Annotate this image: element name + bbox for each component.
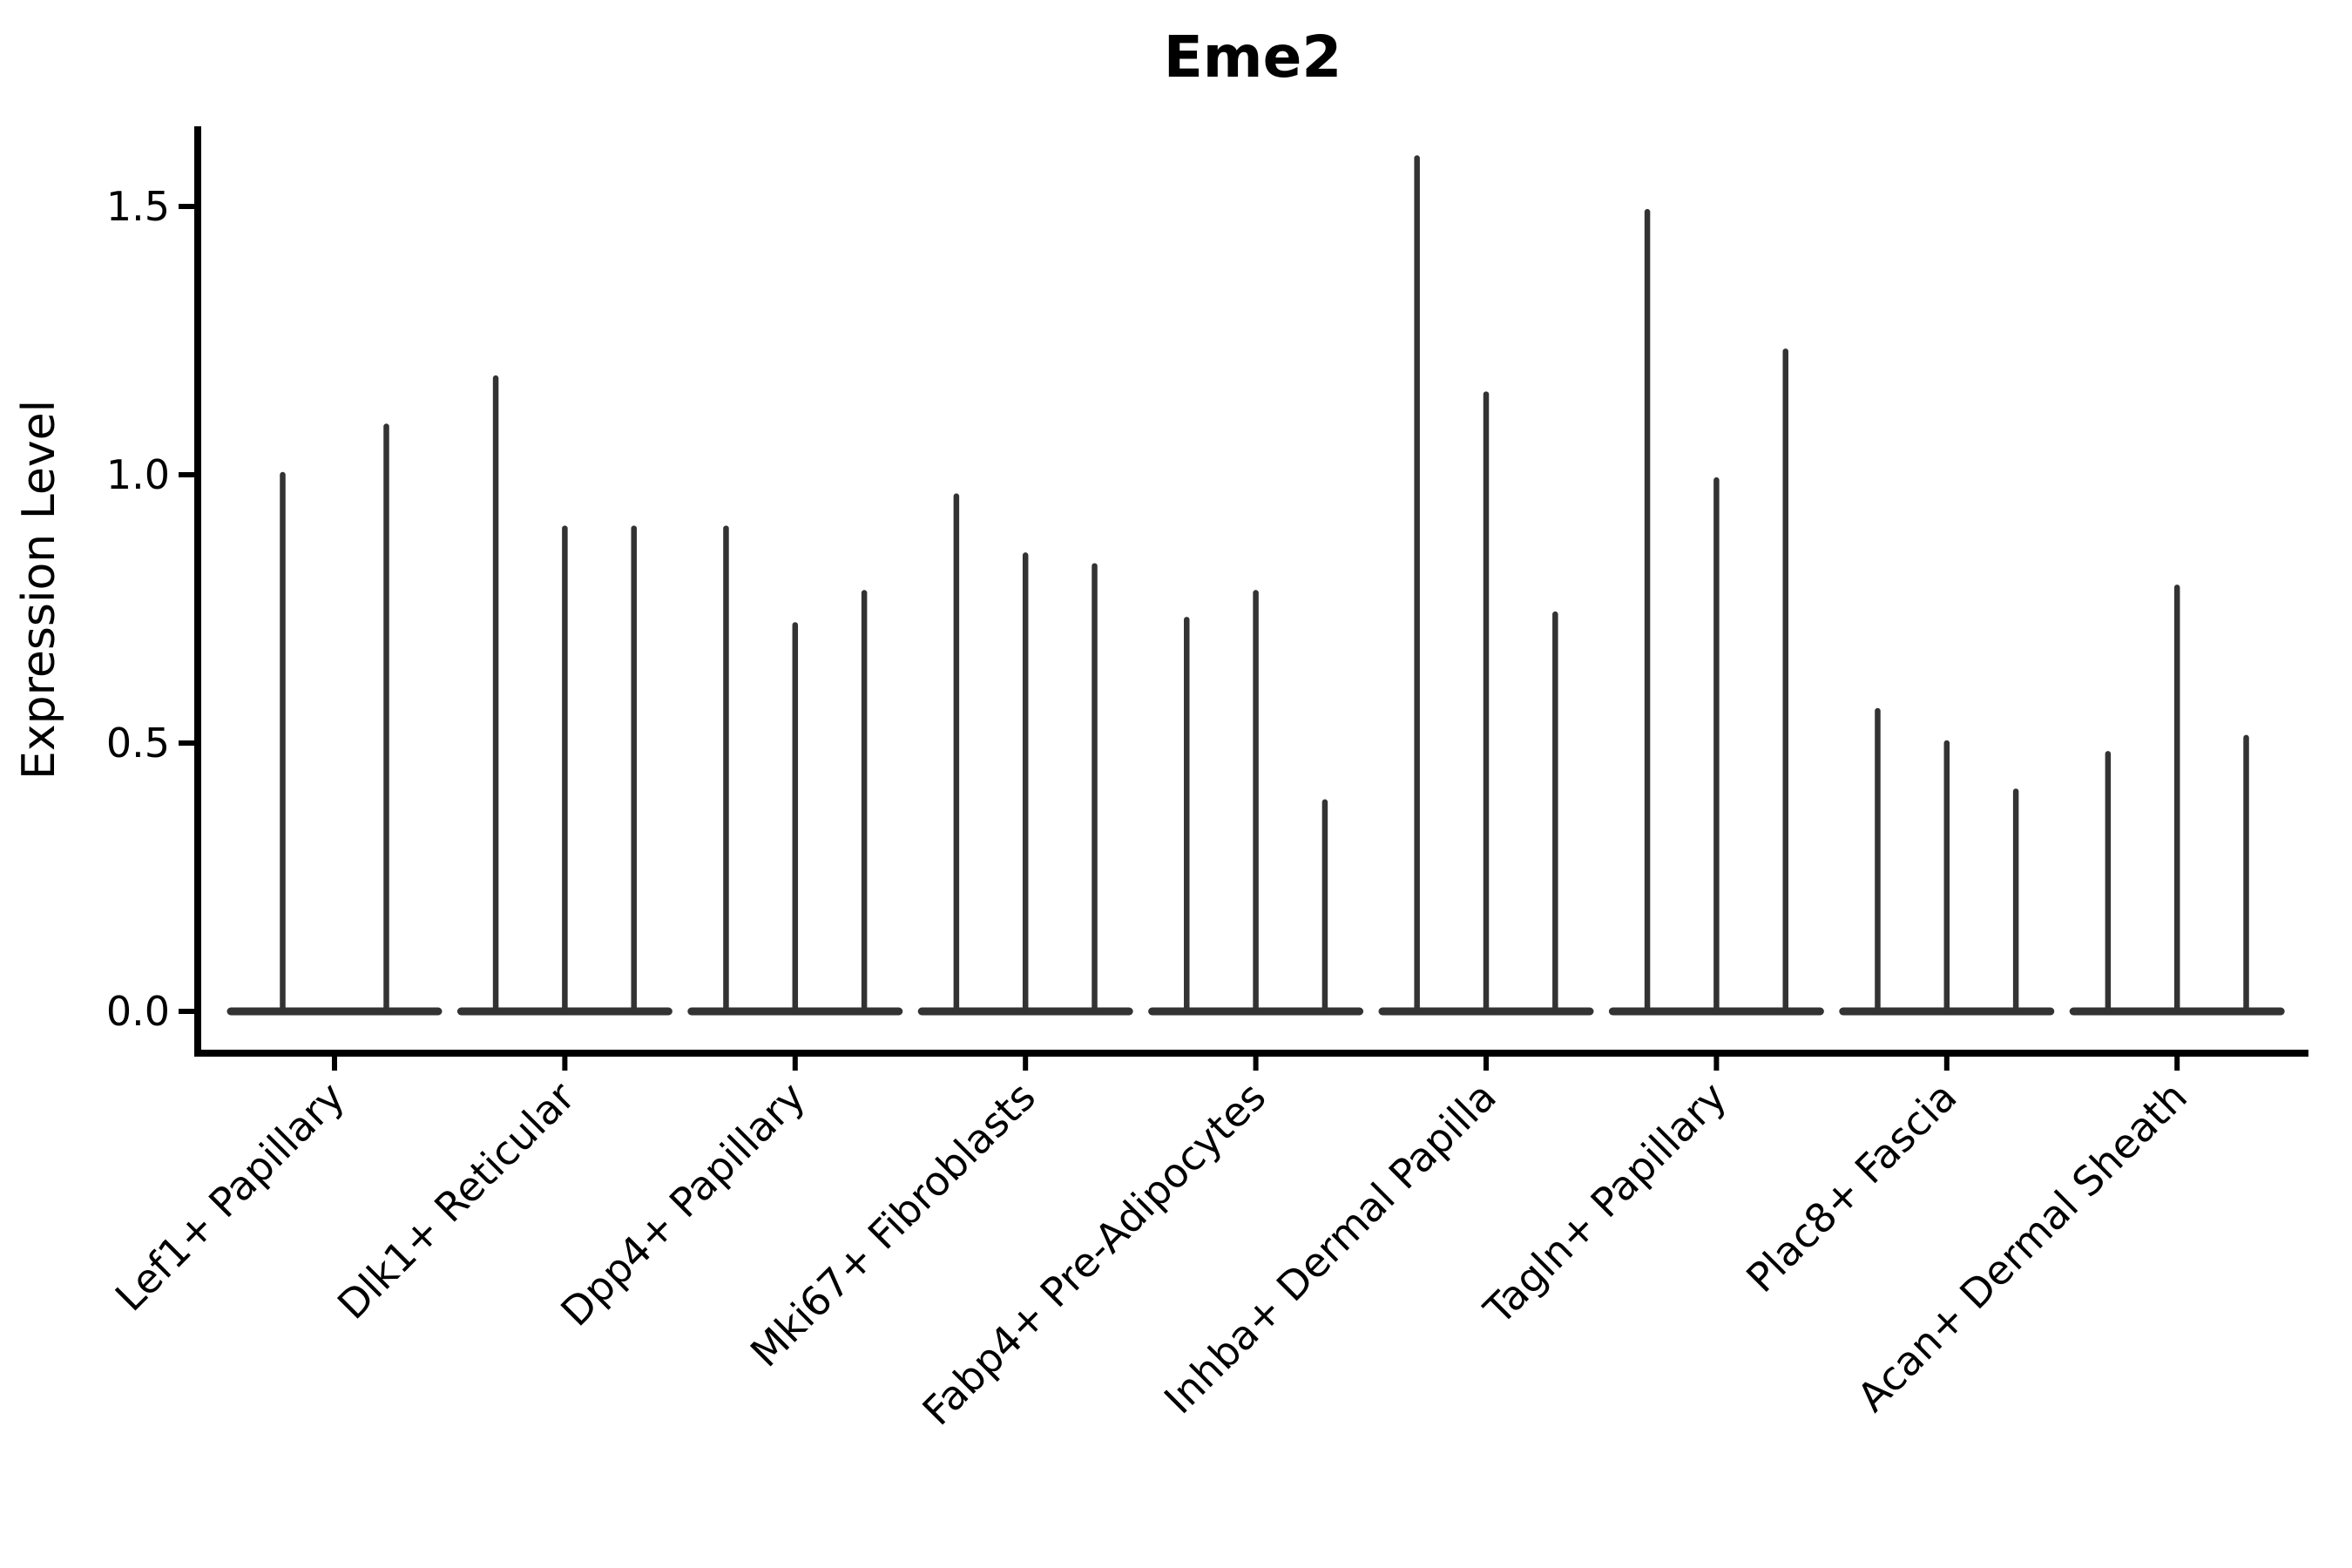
x-category-label: Tagln+ Papillary <box>1475 1073 1736 1335</box>
x-category-label: Dlk1+ Reticular <box>328 1073 584 1328</box>
y-tick-label: 1.0 <box>106 451 170 498</box>
chart-title: Eme2 <box>1164 24 1342 91</box>
y-tick-label: 0.0 <box>106 988 170 1035</box>
x-category-label: Lef1+ Papillary <box>106 1073 354 1321</box>
y-tick-label: 0.5 <box>106 720 170 767</box>
x-category-label: Plac8+ Fascia <box>1737 1073 1965 1301</box>
y-axis-title: Expression Level <box>13 400 65 780</box>
x-category-label: Dpp4+ Papillary <box>551 1073 814 1335</box>
y-tick-label: 1.5 <box>106 183 170 230</box>
